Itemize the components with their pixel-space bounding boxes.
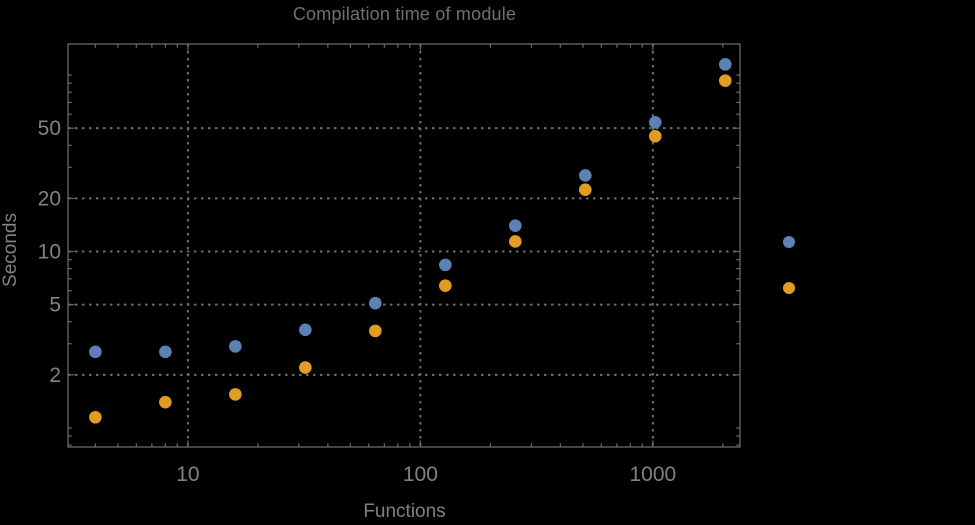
data-point-series-2-orange — [718, 74, 732, 87]
data-point-series-1-blue — [89, 345, 102, 359]
data-point-series-1-blue — [369, 296, 382, 310]
data-point-series-2-orange — [299, 361, 312, 374]
y-tick-label: 20 — [38, 187, 61, 210]
data-point-series-2-orange — [439, 279, 452, 293]
x-tick-label: 10 — [176, 463, 199, 486]
data-point-series-1-blue — [718, 58, 732, 71]
data-point-series-2-orange — [89, 410, 102, 424]
y-tick-label: 2 — [49, 364, 61, 387]
data-point-series-1-blue — [299, 323, 312, 337]
x-tick-label: 100 — [403, 463, 438, 486]
y-axis-label: Seconds — [0, 213, 21, 287]
y-tick-label: 50 — [38, 117, 61, 140]
data-point-series-2-orange — [578, 183, 592, 197]
legend-marker-series-1-blue — [783, 236, 795, 248]
data-point-series-1-blue — [648, 115, 662, 129]
data-point-series-2-orange — [508, 235, 522, 248]
data-point-series-1-blue — [229, 340, 242, 353]
data-point-series-2-orange — [369, 324, 382, 338]
data-point-series-1-blue — [508, 219, 522, 233]
data-point-series-2-orange — [229, 388, 242, 401]
data-point-series-1-blue — [439, 258, 452, 272]
data-point-series-2-orange — [648, 129, 662, 143]
legend-marker-series-2-orange — [783, 282, 795, 294]
plot-frame — [67, 43, 741, 448]
y-tick-label: 5 — [49, 294, 61, 317]
data-point-series-2-orange — [159, 395, 172, 409]
data-point-series-1-blue — [578, 169, 592, 182]
x-tick-label: 1000 — [630, 463, 677, 486]
data-point-series-1-blue — [159, 345, 172, 359]
y-tick-label: 10 — [38, 241, 61, 264]
chart-title: Compilation time of module — [292, 4, 517, 24]
x-axis-label: Functions — [363, 501, 446, 522]
